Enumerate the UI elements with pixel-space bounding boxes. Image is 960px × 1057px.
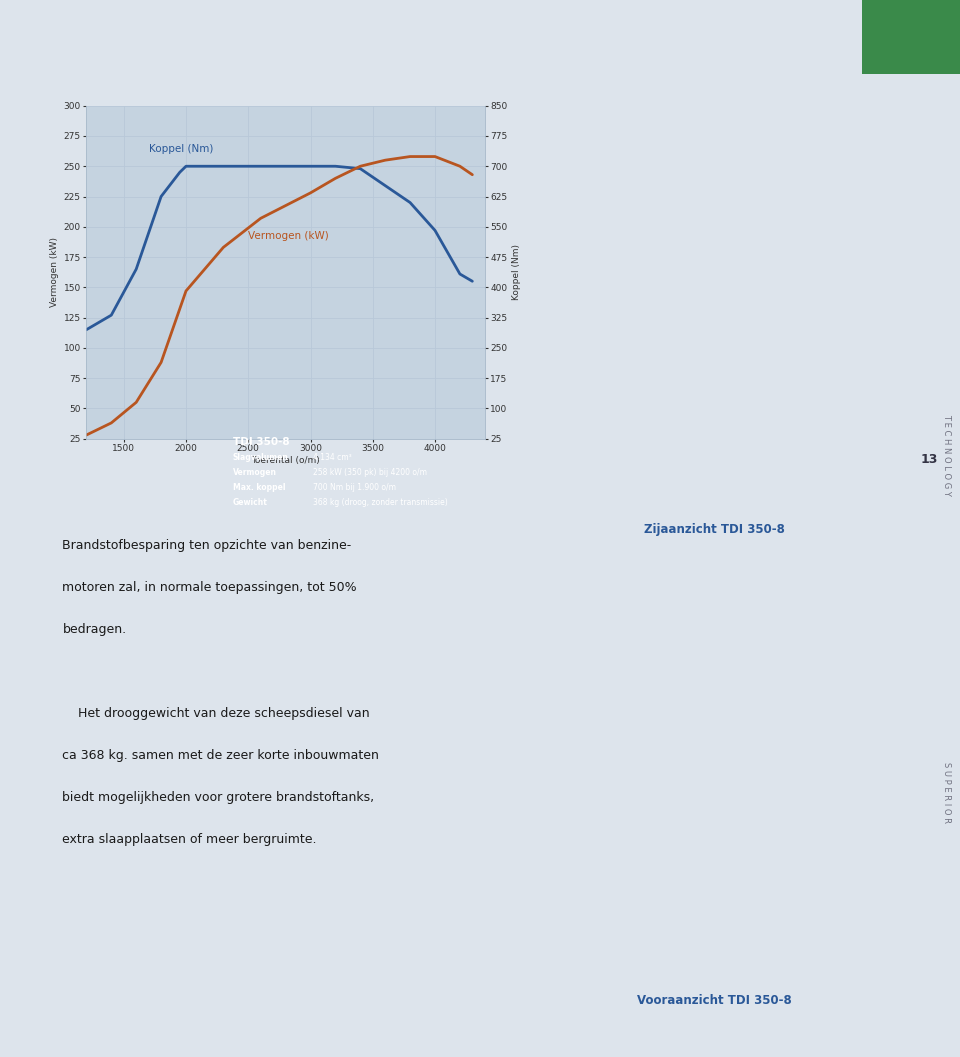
Text: T E C H N O L O G Y: T E C H N O L O G Y bbox=[942, 413, 951, 496]
Text: Vermogen: Vermogen bbox=[232, 468, 276, 478]
Text: bedragen.: bedragen. bbox=[62, 623, 127, 636]
Text: TDI 350-8: TDI 350-8 bbox=[232, 437, 289, 447]
Text: S U P E R I O R: S U P E R I O R bbox=[942, 762, 951, 823]
Y-axis label: Vermogen (kW): Vermogen (kW) bbox=[51, 237, 60, 308]
Text: Vermogen (kW): Vermogen (kW) bbox=[249, 230, 329, 241]
Text: biedt mogelijkheden voor grotere brandstoftanks,: biedt mogelijkheden voor grotere brandst… bbox=[62, 791, 374, 803]
Text: Max. koppel: Max. koppel bbox=[232, 483, 285, 493]
Y-axis label: Koppel (Nm): Koppel (Nm) bbox=[512, 244, 520, 300]
Text: motoren zal, in normale toepassingen, tot 50%: motoren zal, in normale toepassingen, to… bbox=[62, 581, 357, 594]
Text: 13: 13 bbox=[920, 453, 937, 466]
Text: 4.134 cm³: 4.134 cm³ bbox=[313, 453, 352, 462]
Text: Gewicht: Gewicht bbox=[232, 499, 268, 507]
Text: Koppel (Nm): Koppel (Nm) bbox=[149, 144, 213, 153]
Text: 258 kW (350 pk) bij 4200 o/m: 258 kW (350 pk) bij 4200 o/m bbox=[313, 468, 427, 478]
Text: extra slaapplaatsen of meer bergruimte.: extra slaapplaatsen of meer bergruimte. bbox=[62, 833, 317, 846]
Text: Zijaanzicht TDI 350-8: Zijaanzicht TDI 350-8 bbox=[644, 523, 785, 536]
Text: Het drooggewicht van deze scheepsdiesel van: Het drooggewicht van deze scheepsdiesel … bbox=[62, 707, 370, 720]
Bar bbox=[862, 0, 960, 74]
X-axis label: Toerental (o/m): Toerental (o/m) bbox=[252, 456, 320, 465]
Text: Slagvolumen: Slagvolumen bbox=[232, 453, 289, 462]
Text: 700 Nm bij 1.900 o/m: 700 Nm bij 1.900 o/m bbox=[313, 483, 396, 493]
Text: Vooraanzicht TDI 350-8: Vooraanzicht TDI 350-8 bbox=[637, 994, 792, 1006]
Text: Brandstofbesparing ten opzichte van benzine-: Brandstofbesparing ten opzichte van benz… bbox=[62, 539, 351, 552]
Text: 368 kg (droog, zonder transmissie): 368 kg (droog, zonder transmissie) bbox=[313, 499, 448, 507]
Text: ca 368 kg. samen met de zeer korte inbouwmaten: ca 368 kg. samen met de zeer korte inbou… bbox=[62, 748, 379, 762]
